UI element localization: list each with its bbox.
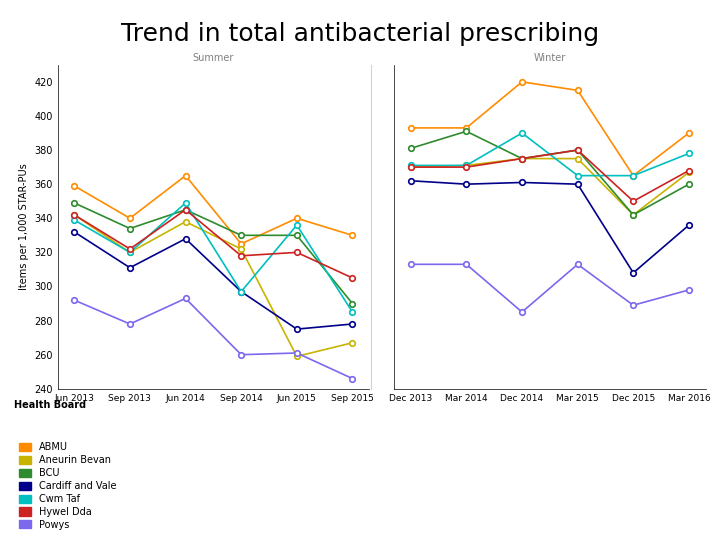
Y-axis label: Items per 1,000 STAR-PUs: Items per 1,000 STAR-PUs [19,164,29,290]
Legend: ABMU, Aneurin Bevan, BCU, Cardiff and Vale, Cwm Taf, Hywel Dda, Powys: ABMU, Aneurin Bevan, BCU, Cardiff and Va… [19,442,116,530]
Text: Health Board: Health Board [14,400,86,410]
Text: Trend in total antibacterial prescribing: Trend in total antibacterial prescribing [121,22,599,45]
Title: Winter: Winter [534,52,566,63]
Title: Summer: Summer [193,52,234,63]
